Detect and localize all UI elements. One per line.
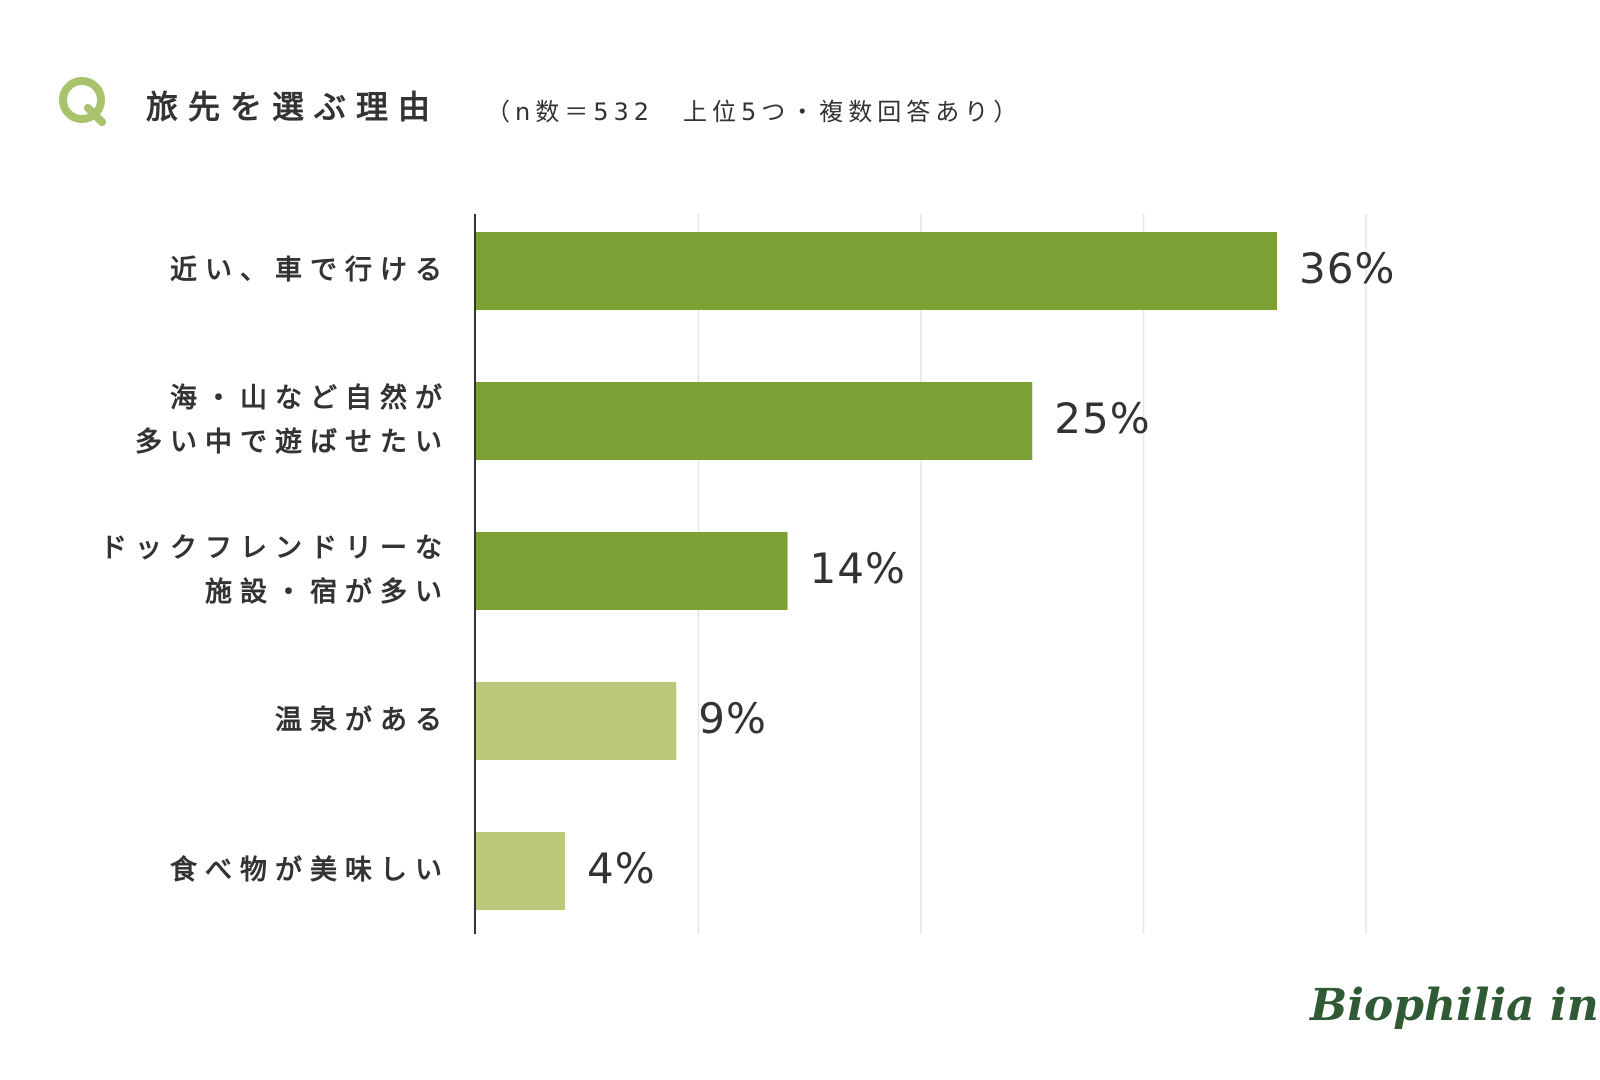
category-label-line: 食べ物が美味しい [170,855,450,886]
value-label-4: 4% [587,844,656,893]
category-label-line: 近い、車で行ける [170,255,450,286]
category-label-line: ドックフレンドリーな [100,533,450,564]
bar-0 [476,232,1277,310]
category-label-3: 温泉がある [30,699,450,743]
category-label-1: 海・山など自然が多い中で遊ばせたい [30,377,450,465]
chart-subtitle: （n数＝532 上位5つ・複数回答あり） [486,98,1023,126]
value-label-3: 9% [698,694,767,743]
bar-2 [476,532,788,610]
bar-1 [476,382,1033,460]
value-label-2: 14% [809,544,906,593]
bar-3 [476,682,677,760]
category-label-2: ドックフレンドリーな施設・宿が多い [30,527,450,615]
chart-title: 旅先を選ぶ理由 [146,88,441,126]
value-label-0: 36% [1299,244,1396,293]
category-label-4: 食べ物が美味しい [30,849,450,893]
category-label-0: 近い、車で行ける [30,249,450,293]
category-label-line: 多い中で遊ばせたい [135,427,450,458]
bar-4 [476,832,565,910]
category-label-line: 海・山など自然が [170,383,450,414]
value-label-1: 25% [1054,394,1151,443]
q-icon [59,77,106,126]
company-logo: Biophilia inc. [1310,980,1600,1031]
category-label-line: 施設・宿が多い [205,577,450,608]
chart-header: 旅先を選ぶ理由 （n数＝532 上位5つ・複数回答あり） [56,70,1156,130]
category-label-line: 温泉がある [275,705,450,736]
